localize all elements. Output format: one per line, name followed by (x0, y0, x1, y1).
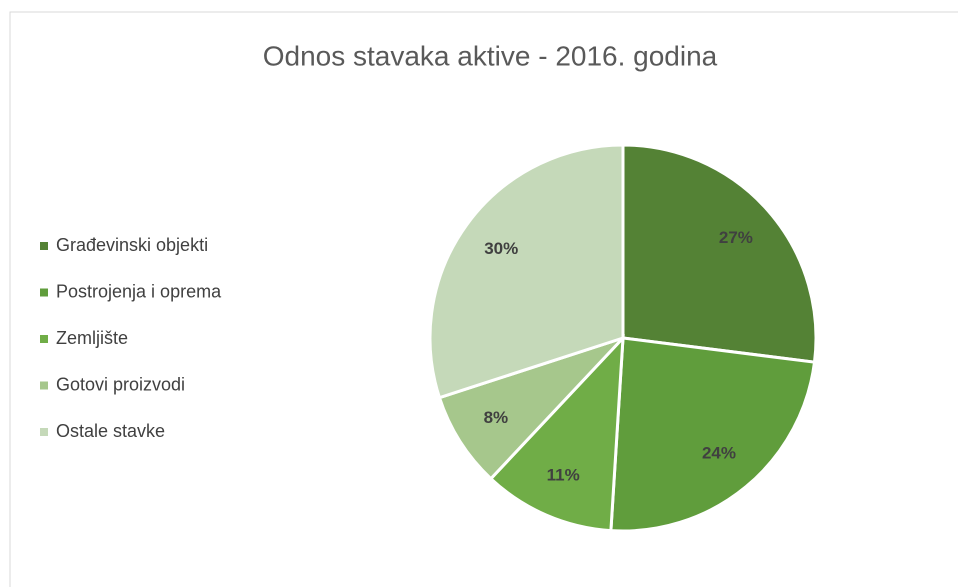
legend-label: Gotovi proizvodi (56, 374, 185, 394)
data-label: 24% (702, 443, 736, 462)
pie-slice (609, 336, 817, 533)
legend-label: Zemljište (56, 328, 128, 348)
legend-marker (40, 242, 48, 250)
data-label: 11% (547, 466, 580, 485)
legend-label: Građevinski objekti (56, 235, 208, 255)
legend-marker (40, 381, 48, 390)
pie-slice (428, 143, 625, 400)
legend-label: Postrojenja i oprema (56, 281, 222, 301)
legend-label: Ostale stavke (56, 421, 165, 441)
pie-slice (488, 333, 625, 533)
data-label: 27% (719, 228, 753, 247)
data-label: 30% (484, 239, 518, 258)
legend-marker (40, 335, 48, 343)
pie-slice (621, 143, 818, 364)
data-label: 8% (484, 408, 509, 427)
legend-marker (40, 428, 48, 436)
legend-marker (40, 288, 48, 297)
pie-slice (437, 336, 625, 481)
chart-title: Odnos stavaka aktive - 2016. godina (263, 40, 718, 71)
